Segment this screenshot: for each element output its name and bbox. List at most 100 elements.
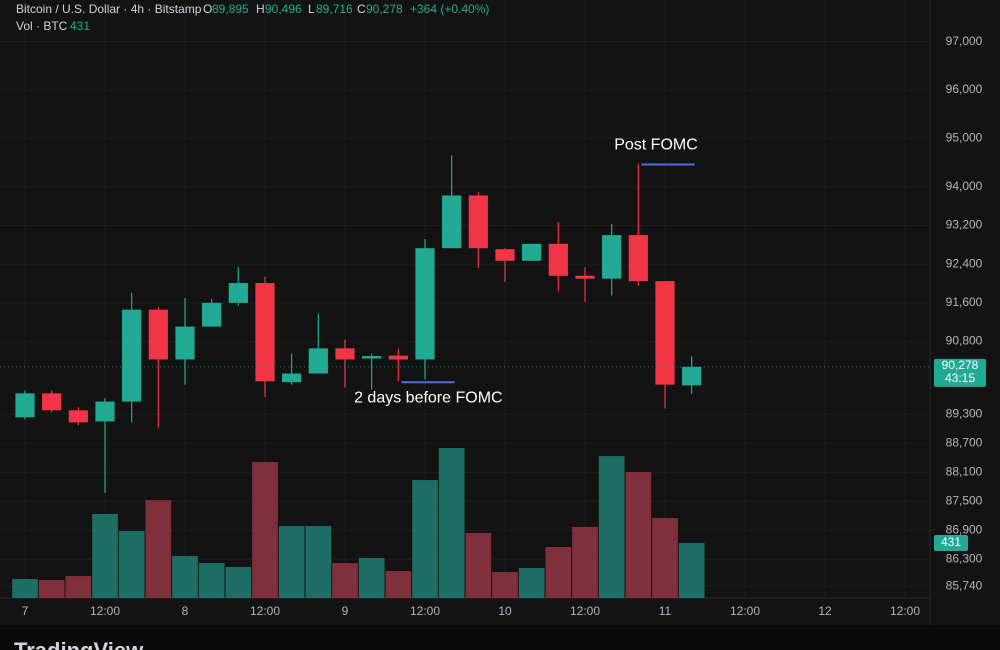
ohlc-label: H — [256, 2, 265, 16]
y-tick-label: 89,300 — [946, 406, 983, 420]
volume-bar — [225, 567, 252, 598]
candle-body — [682, 366, 702, 386]
candle-body — [175, 326, 195, 360]
y-tick-label: 92,400 — [946, 256, 983, 270]
volume-label: 431 — [941, 535, 961, 549]
volume-bar — [332, 563, 358, 598]
candle-body — [335, 348, 355, 360]
candle-body — [308, 348, 328, 374]
y-tick-label: 94,000 — [946, 179, 983, 193]
axes: 97,000 96,000 95,000 94,000 93,200 92,400 91,6… — [0, 34, 986, 618]
volume-bar — [118, 531, 145, 598]
ohlc-label: L — [308, 2, 315, 16]
candle-body — [282, 373, 302, 383]
title: Bitcoin / U.S. Dollar · 4h · Bitstamp — [16, 2, 202, 16]
candle-body — [628, 235, 648, 282]
volume-header-value: 431 — [70, 19, 90, 33]
ohlc-value: 90,278 — [366, 2, 403, 16]
y-tick-label: 88,100 — [946, 464, 983, 478]
candle-body — [388, 355, 408, 360]
volume-bar — [252, 462, 278, 598]
candle-body — [255, 283, 275, 382]
y-tick-label: 91,600 — [946, 295, 983, 309]
x-tick-label: 12:00 — [250, 604, 280, 618]
x-tick-label: 12:00 — [890, 604, 920, 618]
last-price-badge — [934, 358, 986, 387]
y-tick-label: 97,000 — [946, 34, 983, 48]
grid — [0, 0, 930, 598]
volume-bar — [545, 546, 572, 598]
y-tick-label: 90,800 — [946, 334, 983, 348]
volume-bar — [198, 563, 225, 598]
volume-bar — [65, 576, 92, 598]
y-tick-label: 88,700 — [946, 435, 983, 449]
candle-body — [495, 249, 515, 261]
volume-bar — [385, 570, 412, 598]
x-tick-label: 12:00 — [410, 604, 440, 618]
candle-body — [602, 235, 622, 279]
ohlc-label: C — [357, 2, 366, 16]
change: +364 (+0.40%) — [410, 2, 489, 16]
candle-body — [122, 309, 142, 402]
candles — [15, 155, 702, 494]
volume-bar — [572, 526, 598, 598]
candle-body — [548, 243, 568, 276]
candle-body — [575, 275, 595, 279]
volume-bar — [652, 518, 678, 598]
annotation-text: Post FOMC — [614, 137, 698, 154]
candle-body — [15, 393, 35, 418]
candle-body — [228, 283, 248, 303]
x-tick-label: 12:00 — [90, 604, 120, 618]
y-tick-label: 96,000 — [946, 82, 983, 96]
y-tick-label: 93,200 — [946, 218, 983, 232]
ohlc-value: 89,716 — [316, 2, 353, 16]
volume-bar — [465, 532, 492, 598]
volume-bar — [518, 568, 545, 598]
volume-bar — [412, 480, 438, 598]
volume-badge — [934, 535, 968, 552]
candle-body — [68, 410, 88, 423]
y-tick-label: 95,000 — [946, 131, 983, 145]
y-tick-label: 86,300 — [946, 551, 983, 565]
candle-body — [95, 401, 115, 422]
x-tick-label: 10 — [498, 604, 512, 618]
candle-body — [442, 195, 462, 249]
last-price-label: 90,278 — [942, 358, 979, 372]
annotation-text: 2 days before FOMC — [354, 389, 503, 406]
volume-bar — [625, 472, 652, 598]
candle-body — [148, 309, 168, 360]
candle-body — [655, 281, 675, 385]
ohlc-header: O 89,895 H 90,496 L 89,716 C 90,278 +364… — [203, 2, 489, 16]
candle-body — [415, 248, 435, 360]
volume — [12, 448, 705, 598]
volume-bar — [92, 513, 118, 598]
x-tick-label: 12 — [818, 604, 832, 618]
volume-bar — [438, 448, 465, 598]
x-tick-label: 7 — [22, 604, 29, 618]
volume-bar — [12, 579, 38, 598]
volume-bar — [145, 500, 172, 598]
y-tick-label: 85,740 — [946, 579, 983, 593]
footer — [0, 625, 1000, 650]
candle-body — [202, 302, 222, 327]
ohlc-value: 89,895 — [212, 2, 249, 16]
x-tick-label: 12:00 — [570, 604, 600, 618]
volume-bar — [678, 543, 705, 598]
y-tick-label: 87,500 — [946, 493, 983, 507]
y-tick-label: 86,900 — [946, 522, 983, 536]
volume-bar — [38, 580, 65, 598]
candle-body — [468, 195, 488, 249]
ohlc-label: O — [203, 2, 212, 16]
volume-header-label: Vol · BTC — [16, 19, 68, 33]
x-tick-label: 11 — [659, 604, 672, 618]
x-tick-label: 12:00 — [730, 604, 760, 618]
volume-bar — [358, 557, 385, 598]
candle-body — [522, 243, 542, 261]
x-tick-label: 9 — [342, 604, 349, 618]
volume-bar — [305, 526, 332, 598]
candle-body — [362, 356, 382, 359]
countdown: 43:15 — [945, 371, 975, 385]
candle-body — [42, 393, 62, 411]
brand: TradingView — [14, 638, 144, 650]
